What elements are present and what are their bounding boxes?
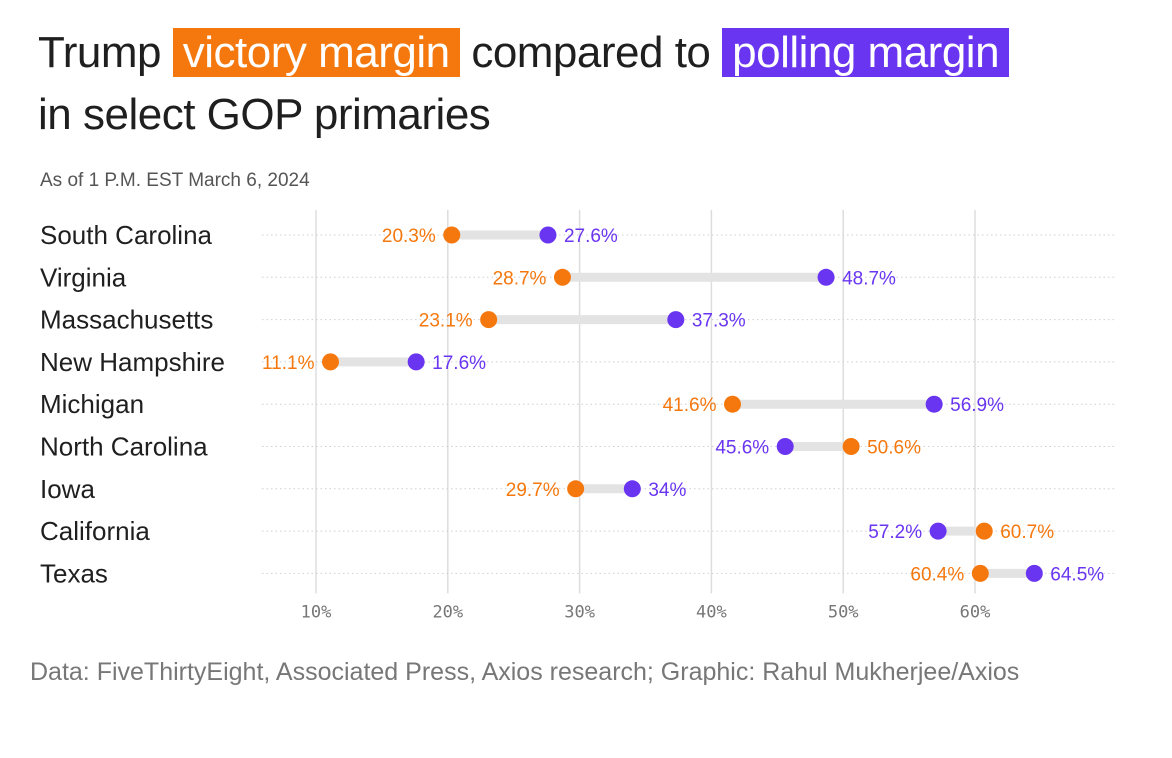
victory-data-label: 23.1% [419,311,473,332]
polling-data-label: 64.5% [1050,564,1104,585]
polling-data-label: 34% [648,480,686,501]
victory-point [975,522,993,540]
victory-data-label: 28.7% [493,268,547,289]
victory-point [567,480,585,498]
chart-subtitle: As of 1 P.M. EST March 6, 2024 [40,170,310,191]
x-tick-label: 10% [301,602,332,622]
title-highlight-polling: polling margin [722,28,1010,77]
polling-data-label: 27.6% [564,226,618,247]
category-label: Massachusetts [40,305,213,335]
x-tick-label: 20% [432,602,463,622]
polling-point [667,311,685,329]
title-highlight-victory: victory margin [172,28,460,77]
victory-point [321,353,339,371]
victory-point [971,564,989,582]
victory-point [480,311,498,329]
x-tick-label: 40% [696,602,727,622]
victory-point [723,395,741,413]
victory-data-label: 60.7% [1000,522,1054,543]
victory-point [443,226,461,244]
polling-point [623,480,641,498]
category-label: New Hampshire [40,347,225,377]
polling-point [817,268,835,286]
category-label: South Carolina [40,220,213,250]
polling-point [776,438,794,455]
victory-data-label: 60.4% [910,564,964,585]
title-part-1: Trump [38,28,162,77]
victory-data-label: 50.6% [867,438,921,459]
polling-point [407,353,425,371]
category-label: Michigan [40,389,144,419]
polling-data-label: 48.7% [842,268,896,289]
category-label: California [40,516,150,546]
category-label: Virginia [40,262,127,292]
dumbbell-chart: 10% 20% 30% 40% 50% 60% South Carolina 20.3% 27.… [40,210,1115,622]
x-tick-label: 30% [564,602,595,622]
victory-point [842,438,860,455]
category-label: Iowa [40,474,95,504]
victory-point [553,268,571,286]
victory-data-label: 11.1% [262,353,315,374]
polling-point [1025,564,1043,582]
victory-data-label: 29.7% [506,480,560,501]
victory-data-label: 41.6% [663,395,717,416]
polling-data-label: 57.2% [868,522,922,543]
chart-title: Trump victory margin compared to polling… [38,22,1148,146]
title-part-3: in select GOP primaries [38,90,491,139]
category-label: North Carolina [40,432,208,462]
title-part-2: compared to [471,28,711,77]
source-note: Data: FiveThirtyEight, Associated Press,… [30,658,1020,686]
polling-data-label: 37.3% [692,311,746,332]
polling-point [539,226,557,244]
category-label: Texas [40,558,108,588]
polling-point [929,522,947,540]
polling-data-label: 17.6% [432,353,486,374]
x-tick-label: 50% [828,602,859,622]
polling-data-label: 56.9% [950,395,1004,416]
polling-point [925,395,943,413]
polling-data-label: 45.6% [715,438,769,459]
victory-data-label: 20.3% [382,226,436,247]
x-tick-label: 60% [960,602,991,622]
